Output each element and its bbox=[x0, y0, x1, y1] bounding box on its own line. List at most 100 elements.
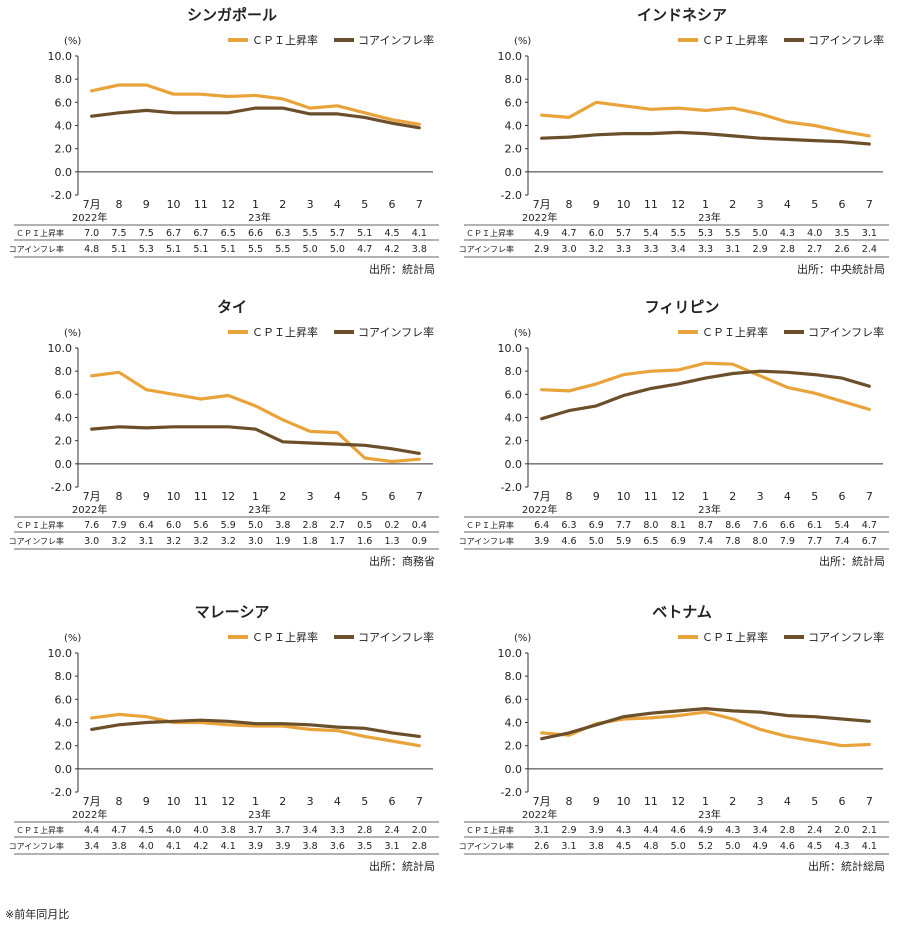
x-tick-label: 7 bbox=[866, 198, 873, 211]
x-tick-label: 11 bbox=[644, 795, 658, 808]
table-cell-cpi: 2.4 bbox=[807, 825, 822, 836]
y-tick-label: 6.0 bbox=[505, 388, 523, 401]
x-tick-label: 6 bbox=[839, 795, 846, 808]
table-cell-core: 7.8 bbox=[725, 536, 740, 547]
x-tick-label: 7月 bbox=[533, 795, 551, 808]
table-cell-cpi: 3.9 bbox=[589, 825, 604, 836]
y-tick-label: 8.0 bbox=[55, 73, 73, 86]
y-tick-label: 6.0 bbox=[55, 388, 73, 401]
y-tick-label: 0.0 bbox=[55, 458, 73, 471]
x-tick-label: 7月 bbox=[533, 490, 551, 503]
table-cell-cpi: 6.7 bbox=[166, 228, 181, 239]
y-tick-label: 6.0 bbox=[505, 693, 523, 706]
y-tick-label: 8.0 bbox=[505, 670, 523, 683]
x-tick-label: 4 bbox=[334, 795, 341, 808]
table-cell-cpi: 4.4 bbox=[643, 825, 658, 836]
table-cell-core: 2.6 bbox=[834, 244, 849, 255]
y-tick-label: 4.0 bbox=[55, 717, 73, 730]
x-tick-label: 3 bbox=[307, 795, 314, 808]
x-tick-label: 7月 bbox=[83, 490, 101, 503]
chart-title: インドネシア bbox=[637, 6, 727, 24]
x-tick-label: 7 bbox=[866, 795, 873, 808]
table-cell-core: 7.9 bbox=[780, 536, 795, 547]
x-tick-label: 3 bbox=[307, 490, 314, 503]
table-cell-core: 6.5 bbox=[643, 536, 658, 547]
x-year-label: 2022年 bbox=[72, 503, 107, 516]
table-cell-core: 5.1 bbox=[193, 244, 208, 255]
table-cell-cpi: 6.4 bbox=[139, 520, 154, 531]
table-cell-cpi: 4.3 bbox=[780, 228, 795, 239]
series-line-core bbox=[90, 425, 421, 455]
table-cell-cpi: 8.0 bbox=[643, 520, 658, 531]
y-tick-label: 10.0 bbox=[48, 342, 73, 355]
panel-singapore: シンガポール (%) ＣＰＩ上昇率 コアインフレ率 10.0 8.0 6.0 4.0 2.0 0.… bbox=[0, 0, 450, 305]
table-cell-cpi: 4.5 bbox=[139, 825, 154, 836]
table-cell-core: 5.1 bbox=[221, 244, 236, 255]
table-cell-core: 4.8 bbox=[643, 841, 658, 852]
table-cell-cpi: 3.4 bbox=[303, 825, 318, 836]
table-cell-core: 5.9 bbox=[616, 536, 631, 547]
y-tick-label: 2.0 bbox=[55, 435, 73, 448]
table-cell-core: 2.9 bbox=[534, 244, 549, 255]
table-cell-cpi: 6.0 bbox=[166, 520, 181, 531]
x-tick-label: 6 bbox=[389, 490, 396, 503]
table-cell-cpi: 2.7 bbox=[330, 520, 345, 531]
legend-label-cpi: ＣＰＩ上昇率 bbox=[252, 33, 318, 47]
y-unit-label: (%) bbox=[64, 328, 81, 339]
y-tick-label: 0.0 bbox=[55, 763, 73, 776]
table-cell-core: 4.6 bbox=[561, 536, 576, 547]
table-cell-core: 3.2 bbox=[111, 536, 126, 547]
x-tick-label: 5 bbox=[361, 198, 368, 211]
table-row-label-core: コアインフレ率 bbox=[9, 841, 64, 851]
table-cell-cpi: 5.3 bbox=[698, 228, 713, 239]
table-cell-cpi: 7.0 bbox=[84, 228, 99, 239]
table-cell-cpi: 7.7 bbox=[616, 520, 631, 531]
legend-label-core: コアインフレ率 bbox=[808, 630, 884, 644]
table-cell-cpi: 2.8 bbox=[780, 825, 795, 836]
table-cell-cpi: 6.0 bbox=[589, 228, 604, 239]
table-cell-core: 6.7 bbox=[862, 536, 877, 547]
table-cell-core: 7.4 bbox=[698, 536, 713, 547]
table-cell-core: 2.8 bbox=[412, 841, 427, 852]
x-year-label: 23年 bbox=[248, 211, 271, 224]
x-tick-label: 12 bbox=[221, 490, 235, 503]
chart-title: フィリピン bbox=[645, 298, 720, 316]
chart-title: ベトナム bbox=[652, 603, 712, 621]
table-row-label-core: コアインフレ率 bbox=[9, 244, 64, 254]
table-cell-cpi: 4.7 bbox=[862, 520, 877, 531]
table-cell-cpi: 4.7 bbox=[111, 825, 126, 836]
legend-label-core: コアインフレ率 bbox=[808, 33, 884, 47]
x-tick-label: 12 bbox=[671, 198, 685, 211]
x-year-label: 23年 bbox=[698, 808, 721, 821]
table-cell-cpi: 7.5 bbox=[111, 228, 126, 239]
table-cell-core: 3.2 bbox=[589, 244, 604, 255]
table-cell-core: 4.2 bbox=[384, 244, 399, 255]
table-cell-core: 3.6 bbox=[330, 841, 345, 852]
chart-singapore: シンガポール(%) ＣＰＩ上昇率 コアインフレ率10.08.06.04.02.00.… bbox=[9, 6, 439, 276]
y-tick-label: 2.0 bbox=[505, 435, 523, 448]
x-tick-label: 1 bbox=[252, 490, 259, 503]
y-tick-label: 0.0 bbox=[505, 166, 523, 179]
table-cell-cpi: 4.0 bbox=[807, 228, 822, 239]
x-tick-label: 12 bbox=[671, 490, 685, 503]
table-cell-core: 7.4 bbox=[834, 536, 849, 547]
source-label: 出所：統計局 bbox=[369, 859, 435, 873]
table-cell-core: 5.0 bbox=[303, 244, 318, 255]
x-tick-label: 5 bbox=[811, 795, 818, 808]
table-cell-cpi: 4.0 bbox=[193, 825, 208, 836]
chart-title: マレーシア bbox=[195, 603, 270, 621]
table-cell-core: 3.9 bbox=[248, 841, 263, 852]
x-tick-label: 2 bbox=[279, 795, 286, 808]
x-year-label: 2022年 bbox=[522, 503, 557, 516]
table-cell-cpi: 5.9 bbox=[221, 520, 236, 531]
chart-philippines: フィリピン(%) ＣＰＩ上昇率 コアインフレ率10.08.06.04.02.00.0… bbox=[459, 298, 889, 568]
y-tick-label: -2.0 bbox=[51, 481, 72, 494]
x-tick-label: 8 bbox=[115, 198, 122, 211]
x-tick-label: 4 bbox=[784, 198, 791, 211]
x-tick-label: 2 bbox=[279, 198, 286, 211]
x-tick-label: 2 bbox=[729, 490, 736, 503]
table-cell-cpi: 5.0 bbox=[248, 520, 263, 531]
x-tick-label: 7月 bbox=[533, 198, 551, 211]
y-tick-label: -2.0 bbox=[51, 786, 72, 799]
table-cell-cpi: 5.4 bbox=[834, 520, 849, 531]
